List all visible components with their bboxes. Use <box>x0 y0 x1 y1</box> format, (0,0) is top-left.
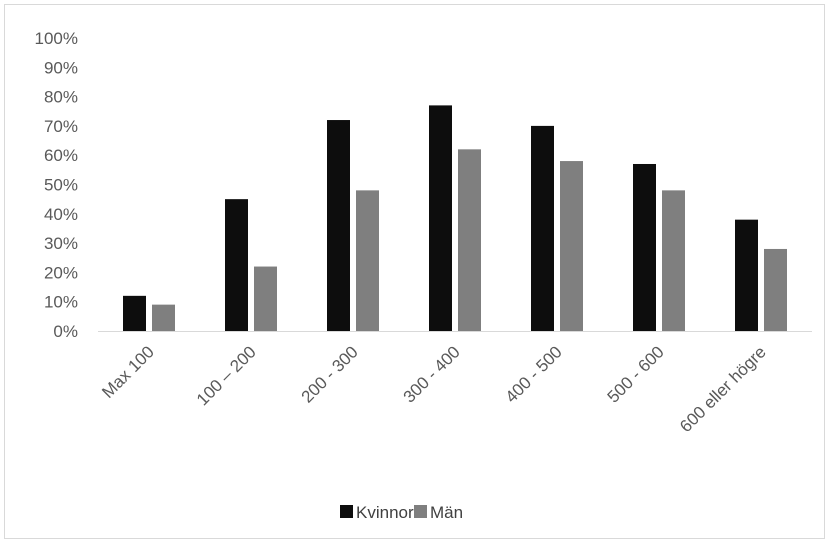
bar-mn-6 <box>764 248 787 331</box>
y-axis: 0% 10% 20% 30% 40% 50% 60% 70% 80% 90% 100% <box>35 29 78 341</box>
bar-mn-0 <box>152 304 175 331</box>
x-category-label: 500 - 600 <box>604 342 668 406</box>
x-category-label: 100 – 200 <box>193 342 260 409</box>
bar-kvinnor-1 <box>225 199 248 331</box>
legend-swatch-mn <box>414 505 427 518</box>
legend-label: Män <box>430 503 463 522</box>
y-tick-label: 60% <box>44 146 78 165</box>
bar-mn-2 <box>356 190 379 331</box>
x-category-label: 400 - 500 <box>502 342 566 406</box>
y-tick-label: 20% <box>44 263 78 282</box>
bar-kvinnor-6 <box>735 219 758 331</box>
y-tick-label: 50% <box>44 176 78 195</box>
legend: Kvinnor Män <box>340 503 463 522</box>
x-axis-labels: Max 100 100 – 200 200 - 300 300 - 400 400 - … <box>98 342 770 436</box>
bar-mn-4 <box>560 161 583 331</box>
bar-mn-3 <box>458 149 481 331</box>
y-tick-label: 30% <box>44 234 78 253</box>
y-tick-label: 90% <box>44 58 78 77</box>
y-tick-label: 100% <box>35 29 78 48</box>
x-category-label: 300 - 400 <box>400 342 464 406</box>
bar-kvinnor-5 <box>633 163 656 331</box>
x-category-label: 200 - 300 <box>298 342 362 406</box>
y-tick-label: 0% <box>53 322 78 341</box>
y-tick-label: 10% <box>44 293 78 312</box>
bar-mn-5 <box>662 190 685 331</box>
bars-group <box>123 105 787 332</box>
bar-kvinnor-4 <box>531 125 554 332</box>
bar-kvinnor-2 <box>327 120 350 331</box>
bar-kvinnor-0 <box>123 295 146 331</box>
y-tick-label: 40% <box>44 205 78 224</box>
bar-mn-1 <box>254 266 277 331</box>
chart-frame <box>4 4 825 539</box>
legend-label: Kvinnor <box>356 503 414 522</box>
y-tick-label: 70% <box>44 117 78 136</box>
x-category-label: Max 100 <box>98 342 158 402</box>
x-category-label: 600 eller högre <box>676 342 770 436</box>
bar-kvinnor-3 <box>429 105 452 331</box>
y-tick-label: 80% <box>44 88 78 107</box>
legend-swatch-kvinnor <box>340 505 353 518</box>
